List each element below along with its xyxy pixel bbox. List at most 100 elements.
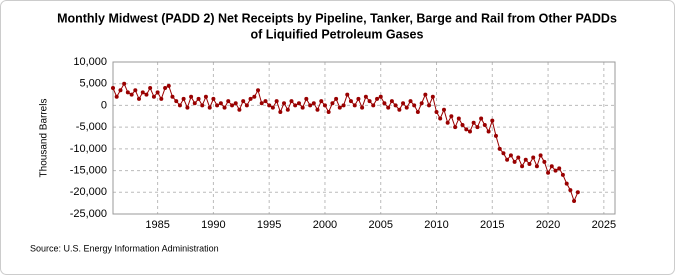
- y-tick-label: 0: [101, 99, 107, 111]
- marker: [304, 96, 309, 101]
- marker: [322, 103, 327, 108]
- marker: [226, 99, 231, 104]
- marker: [538, 153, 543, 158]
- y-tick-label: -25,000: [70, 208, 107, 220]
- marker: [445, 120, 450, 125]
- marker: [449, 114, 454, 119]
- marker: [520, 164, 525, 169]
- marker: [192, 101, 197, 106]
- marker: [334, 96, 339, 101]
- marker: [207, 105, 212, 110]
- marker: [237, 107, 242, 112]
- marker: [155, 90, 160, 95]
- marker: [553, 168, 558, 173]
- marker: [136, 96, 141, 101]
- marker: [378, 94, 383, 99]
- marker: [118, 88, 123, 93]
- marker: [371, 103, 376, 108]
- marker: [259, 101, 264, 106]
- chart-title: Monthly Midwest (PADD 2) Net Receipts by…: [57, 11, 617, 25]
- marker: [177, 103, 182, 108]
- marker: [490, 118, 495, 123]
- marker: [546, 170, 551, 175]
- marker: [248, 96, 253, 101]
- marker: [360, 105, 365, 110]
- marker: [408, 99, 413, 104]
- marker: [330, 101, 335, 106]
- marker: [345, 92, 350, 97]
- y-tick-label: -10,000: [70, 143, 107, 155]
- marker: [308, 103, 313, 108]
- marker: [215, 103, 220, 108]
- y-tick-label: -5,000: [76, 121, 107, 133]
- marker: [252, 94, 257, 99]
- marker: [438, 116, 443, 121]
- x-tick-label: 2010: [424, 219, 448, 231]
- plot-border: [112, 61, 616, 215]
- marker: [486, 129, 491, 134]
- marker: [326, 109, 331, 114]
- marker: [527, 162, 532, 167]
- marker: [356, 96, 361, 101]
- x-tick-label: 2000: [313, 219, 337, 231]
- marker: [274, 99, 279, 104]
- y-tick-label: -15,000: [70, 164, 107, 176]
- marker: [512, 159, 517, 164]
- marker: [341, 103, 346, 108]
- marker: [508, 153, 513, 158]
- marker: [296, 101, 301, 106]
- marker: [523, 157, 528, 162]
- marker: [159, 96, 164, 101]
- plot-area: [113, 62, 615, 214]
- x-tick-label: 2020: [536, 219, 560, 231]
- marker: [456, 116, 461, 121]
- marker: [557, 166, 562, 171]
- marker: [163, 86, 168, 91]
- marker: [572, 198, 577, 203]
- marker: [148, 86, 153, 91]
- marker: [542, 159, 547, 164]
- x-tick-label: 2015: [480, 219, 504, 231]
- marker: [166, 83, 171, 88]
- marker: [434, 109, 439, 114]
- marker: [471, 120, 476, 125]
- marker: [122, 81, 127, 86]
- marker: [278, 109, 283, 114]
- y-axis-label: Thousand Barrels: [39, 99, 50, 178]
- marker: [233, 101, 238, 106]
- marker: [352, 103, 357, 108]
- marker: [375, 96, 380, 101]
- marker: [564, 181, 569, 186]
- marker: [200, 103, 205, 108]
- marker: [244, 103, 249, 108]
- marker: [575, 190, 580, 195]
- marker: [419, 101, 424, 106]
- y-tick-label: 5,000: [79, 78, 107, 90]
- marker: [430, 94, 435, 99]
- marker: [218, 101, 223, 106]
- marker: [270, 105, 275, 110]
- marker: [111, 86, 115, 91]
- marker: [282, 101, 287, 106]
- marker: [549, 164, 554, 169]
- marker: [389, 99, 394, 104]
- marker: [386, 105, 391, 110]
- marker: [467, 129, 472, 134]
- marker: [482, 122, 487, 127]
- marker: [170, 94, 175, 99]
- marker: [415, 109, 420, 114]
- marker: [256, 88, 261, 93]
- x-tick-label: 1985: [145, 219, 169, 231]
- marker: [363, 94, 368, 99]
- marker: [348, 99, 353, 104]
- marker: [460, 122, 465, 127]
- marker: [560, 172, 565, 177]
- marker: [185, 105, 190, 110]
- marker: [174, 99, 179, 104]
- marker: [125, 90, 130, 95]
- marker: [412, 103, 417, 108]
- marker: [144, 92, 149, 97]
- marker: [393, 103, 398, 108]
- marker: [337, 105, 342, 110]
